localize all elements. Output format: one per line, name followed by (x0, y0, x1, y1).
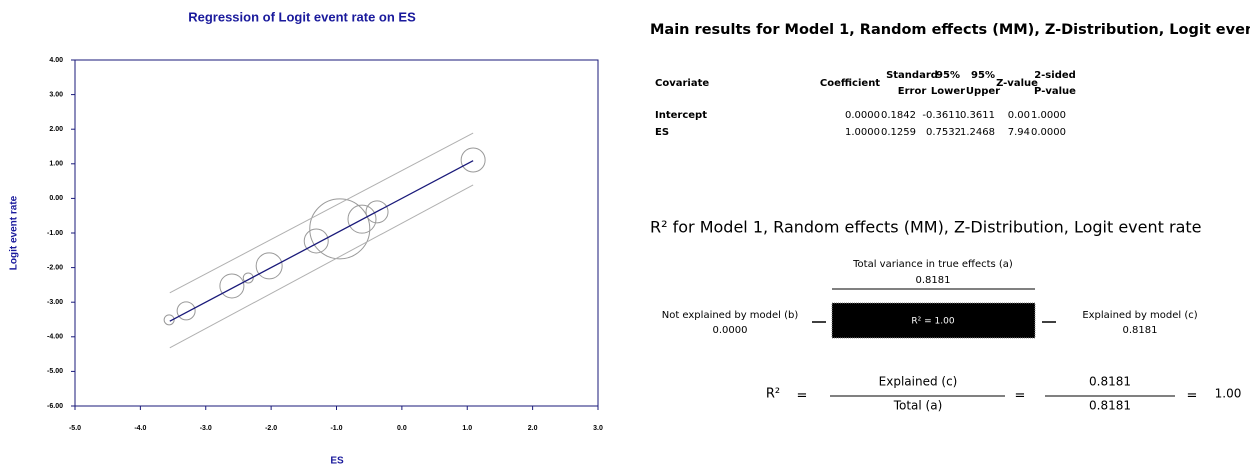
cell: 1.0000 (1031, 110, 1066, 121)
bubble (163, 314, 175, 326)
total-label: Total variance in true effects (a) (852, 259, 1013, 270)
r2-title: R² for Model 1, Random effects (MM), Z-D… (650, 218, 1201, 237)
y-tick-label: -4.00 (47, 334, 63, 341)
cell: 7.94 (1008, 127, 1030, 138)
column-header: Error (898, 86, 927, 97)
y-tick-label: -5.00 (47, 368, 63, 375)
formula-num: Explained (c) (879, 375, 958, 389)
cell: 0.0000 (1031, 127, 1066, 138)
y-tick-label: -3.00 (47, 299, 63, 306)
bubble (255, 252, 283, 280)
y-tick-label: 1.00 (49, 161, 63, 168)
cell: -0.3611 (922, 110, 961, 121)
x-tick-label: 2.0 (528, 425, 538, 432)
bubble (176, 301, 196, 321)
explained-value: 0.8181 (1123, 325, 1158, 336)
y-tick-label: 0.00 (49, 195, 63, 202)
formula-result: 1.00 (1215, 387, 1242, 401)
total-value: 0.8181 (916, 275, 951, 286)
column-header: 95% (936, 70, 960, 81)
column-header: Covariate (655, 78, 709, 89)
x-tick-label: -4.0 (134, 425, 146, 432)
column-header: Standard (886, 70, 938, 81)
formula-den: Total (a) (893, 399, 943, 413)
x-tick-label: -5.0 (69, 425, 81, 432)
cell: 0.7532 (926, 127, 961, 138)
y-tick-label: -6.00 (47, 403, 63, 410)
bubble (242, 272, 254, 284)
formula-eq: = (1187, 389, 1198, 404)
x-axis-label: ES (330, 456, 344, 466)
ci-lower-line (169, 184, 474, 349)
bubble (347, 204, 377, 234)
row-label: Intercept (655, 110, 707, 121)
not-explained-label: Not explained by model (b) (662, 310, 799, 321)
bubble (219, 273, 245, 299)
results-title: Main results for Model 1, Random effects… (650, 22, 1250, 38)
formula-eq: = (1015, 389, 1026, 404)
explained-label: Explained by model (c) (1082, 310, 1197, 321)
cell: 0.0000 (845, 110, 880, 121)
cell: 0.3611 (960, 110, 995, 121)
ci-upper-line (169, 132, 474, 294)
not-explained-value: 0.0000 (713, 325, 748, 336)
formula-eq: = (797, 389, 808, 404)
y-tick-label: -2.00 (47, 264, 63, 271)
y-tick-label: 4.00 (49, 57, 63, 64)
bubble (460, 147, 486, 173)
column-header: P-value (1034, 86, 1076, 97)
y-axis-label: Logit event rate (9, 195, 20, 270)
cell: 1.0000 (845, 127, 880, 138)
cell: 1.2468 (960, 127, 995, 138)
regression-line (169, 160, 474, 322)
x-tick-label: -1.0 (330, 425, 342, 432)
column-header: Z-value (996, 78, 1038, 89)
y-tick-label: -1.00 (47, 230, 63, 237)
chart-title: Regression of Logit event rate on ES (188, 9, 416, 24)
bubble (303, 228, 329, 254)
x-tick-label: -3.0 (200, 425, 212, 432)
column-header: 95% (971, 70, 995, 81)
x-tick-label: 3.0 (593, 425, 603, 432)
formula-den-value: 0.8181 (1089, 399, 1131, 413)
column-header: Upper (966, 86, 1000, 97)
y-tick-label: 3.00 (49, 91, 63, 98)
bubble (309, 198, 371, 260)
cell: 0.1259 (881, 127, 916, 138)
x-tick-label: 0.0 (397, 425, 407, 432)
bubble (365, 200, 389, 224)
x-tick-label: 1.0 (462, 425, 472, 432)
cell: 0.00 (1008, 110, 1030, 121)
column-header: Coefficient (820, 78, 880, 89)
y-tick-label: 2.00 (49, 126, 63, 133)
column-header: Lower (931, 86, 965, 97)
x-tick-label: -2.0 (265, 425, 277, 432)
formula-lhs: R² (766, 387, 780, 402)
column-header: 2-sided (1034, 70, 1076, 81)
explained-box (831, 302, 1036, 339)
cell: 0.1842 (881, 110, 916, 121)
row-label: ES (655, 127, 669, 138)
box-label: R² = 1.00 (911, 317, 954, 327)
formula-num-value: 0.8181 (1089, 375, 1131, 389)
